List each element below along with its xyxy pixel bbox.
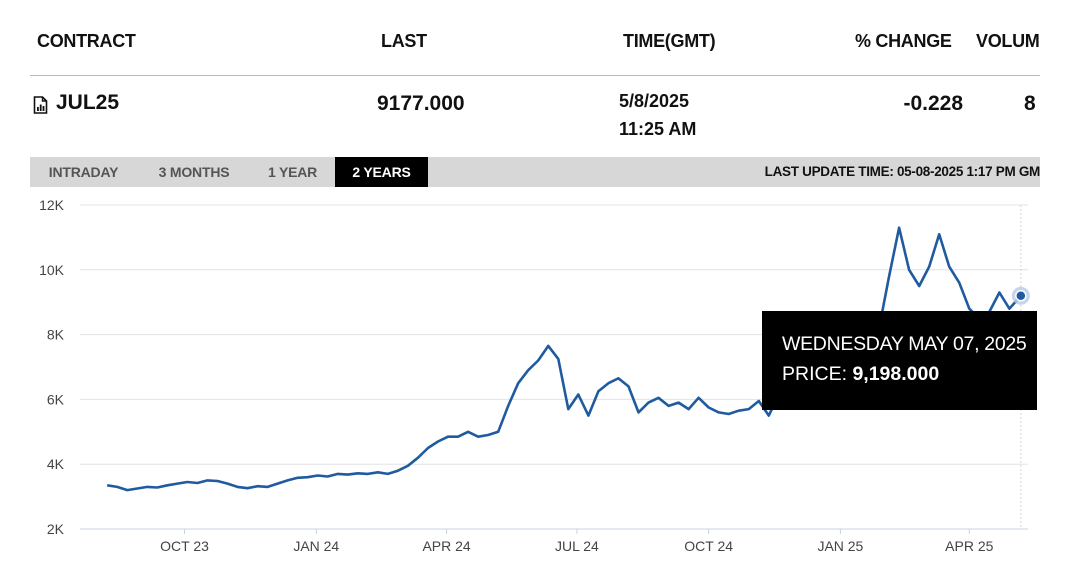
tab-1-year[interactable]: 1 YEAR bbox=[267, 164, 318, 180]
highlight-point[interactable] bbox=[1015, 290, 1027, 302]
header-contract: CONTRACT bbox=[37, 31, 136, 51]
right-clip-mask bbox=[1040, 0, 1080, 563]
y-tick-label: 6K bbox=[47, 391, 65, 407]
price-tooltip: WEDNESDAY MAY 07, 2025 PRICE: 9,198.000 bbox=[762, 311, 1037, 410]
x-tick-label: APR 25 bbox=[945, 538, 993, 554]
x-tick-label: JAN 25 bbox=[817, 538, 863, 554]
pct-change-value: -0.228 bbox=[903, 92, 963, 115]
header-last: LAST bbox=[381, 31, 427, 51]
volume-value: 8 bbox=[1024, 92, 1036, 115]
tooltip-price-label: PRICE: bbox=[782, 363, 848, 385]
tooltip-price-value: 9,198.000 bbox=[852, 363, 940, 385]
trade-time: 11:25 AM bbox=[619, 119, 697, 139]
y-tick-label: 2K bbox=[47, 521, 65, 537]
tab-3-months[interactable]: 3 MONTHS bbox=[158, 164, 230, 180]
y-tick-label: 8K bbox=[47, 327, 65, 343]
last-update-time: LAST UPDATE TIME: 05-08-2025 1:17 PM GM bbox=[764, 164, 1041, 179]
x-tick-label: JAN 24 bbox=[293, 538, 339, 554]
tooltip-price: PRICE: 9,198.000 bbox=[782, 363, 939, 386]
range-tab-bar: INTRADAY 3 MONTHS 1 YEAR 2 YEARS LAST UP… bbox=[30, 157, 1040, 187]
header-divider bbox=[30, 75, 1040, 76]
x-tick-label: OCT 23 bbox=[160, 538, 209, 554]
contract-name[interactable]: JUL25 bbox=[56, 91, 120, 114]
header-time: TIME(GMT) bbox=[623, 31, 716, 51]
header-pct-change: % CHANGE bbox=[855, 31, 952, 51]
last-price: 9177.000 bbox=[377, 92, 465, 115]
x-tick-label: JUL 24 bbox=[555, 538, 599, 554]
header-volume: VOLUM bbox=[976, 31, 1040, 51]
tooltip-date: WEDNESDAY MAY 07, 2025 bbox=[782, 333, 1027, 355]
y-tick-label: 4K bbox=[47, 456, 65, 472]
tab-intraday[interactable]: INTRADAY bbox=[48, 164, 119, 180]
x-tick-label: APR 24 bbox=[422, 538, 470, 554]
document-chart-icon[interactable] bbox=[33, 96, 48, 114]
y-tick-label: 12K bbox=[39, 197, 65, 213]
x-tick-label: OCT 24 bbox=[684, 538, 733, 554]
trade-date: 5/8/2025 bbox=[619, 91, 690, 111]
y-tick-label: 10K bbox=[39, 262, 65, 278]
tab-2-years[interactable]: 2 YEARS bbox=[335, 157, 428, 187]
